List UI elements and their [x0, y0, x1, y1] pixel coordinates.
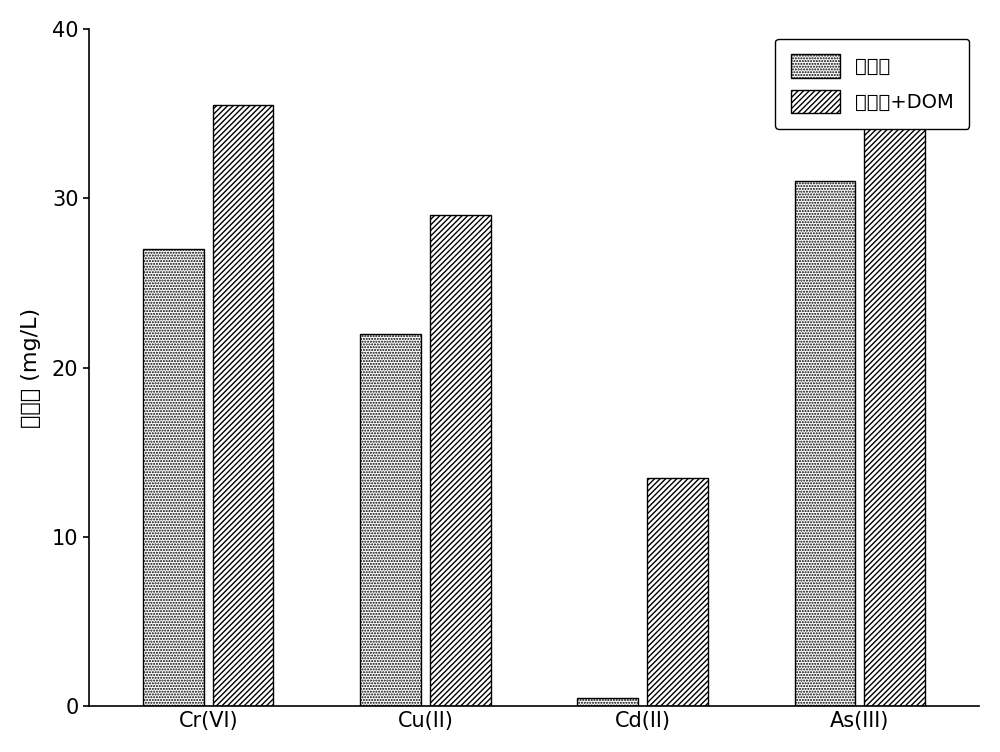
Bar [795, 181, 855, 706]
Y-axis label: 吸附量 (mg/L): 吸附量 (mg/L) [21, 308, 41, 428]
Bar [213, 105, 273, 706]
Bar [864, 71, 925, 706]
Bar [430, 215, 491, 706]
Bar [647, 478, 708, 706]
Bar [360, 334, 421, 706]
Bar [143, 249, 204, 706]
Bar [577, 698, 638, 706]
Legend: 水铁矿, 水铁矿+DOM: 水铁矿, 水铁矿+DOM [775, 38, 969, 129]
